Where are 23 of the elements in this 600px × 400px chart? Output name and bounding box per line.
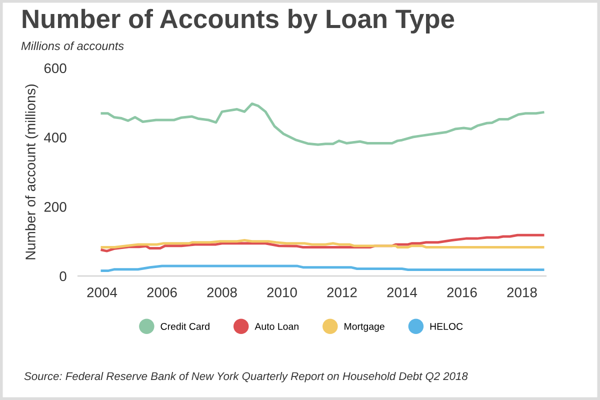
x-tick-label: 2004 <box>87 287 118 298</box>
legend-label: Mortgage <box>344 323 384 332</box>
y-tick-label: 600 <box>44 63 66 74</box>
source-note: Source: Federal Reserve Bank of New York Quarterly Report on Household Debt Q2 2018 <box>24 372 468 382</box>
chart-title: Number of Accounts by Loan Type <box>22 8 454 34</box>
y-tick-label: 0 <box>60 271 66 282</box>
line-series <box>100 239 544 248</box>
y-axis-title: Number of account (millions) <box>25 84 38 260</box>
x-tick-label: 2006 <box>147 287 177 298</box>
y-tick-label: 200 <box>44 202 66 212</box>
x-tick-label: 2012 <box>327 287 357 298</box>
x-tick-label: 2014 <box>387 287 418 298</box>
chart-subtitle: Millions of accounts <box>21 41 124 50</box>
legend-label: Credit Card <box>160 322 210 330</box>
legend-label: Auto Loan <box>254 323 298 330</box>
x-tick-label: 2018 <box>507 287 537 298</box>
y-tick-label: 400 <box>44 132 66 143</box>
x-tick-label: 2010 <box>267 287 297 298</box>
x-tick-label: 2016 <box>447 287 477 298</box>
line-series <box>100 234 544 252</box>
legend-label: HELOC <box>430 323 463 330</box>
x-tick-label: 2008 <box>207 287 237 298</box>
line-series <box>100 102 544 146</box>
